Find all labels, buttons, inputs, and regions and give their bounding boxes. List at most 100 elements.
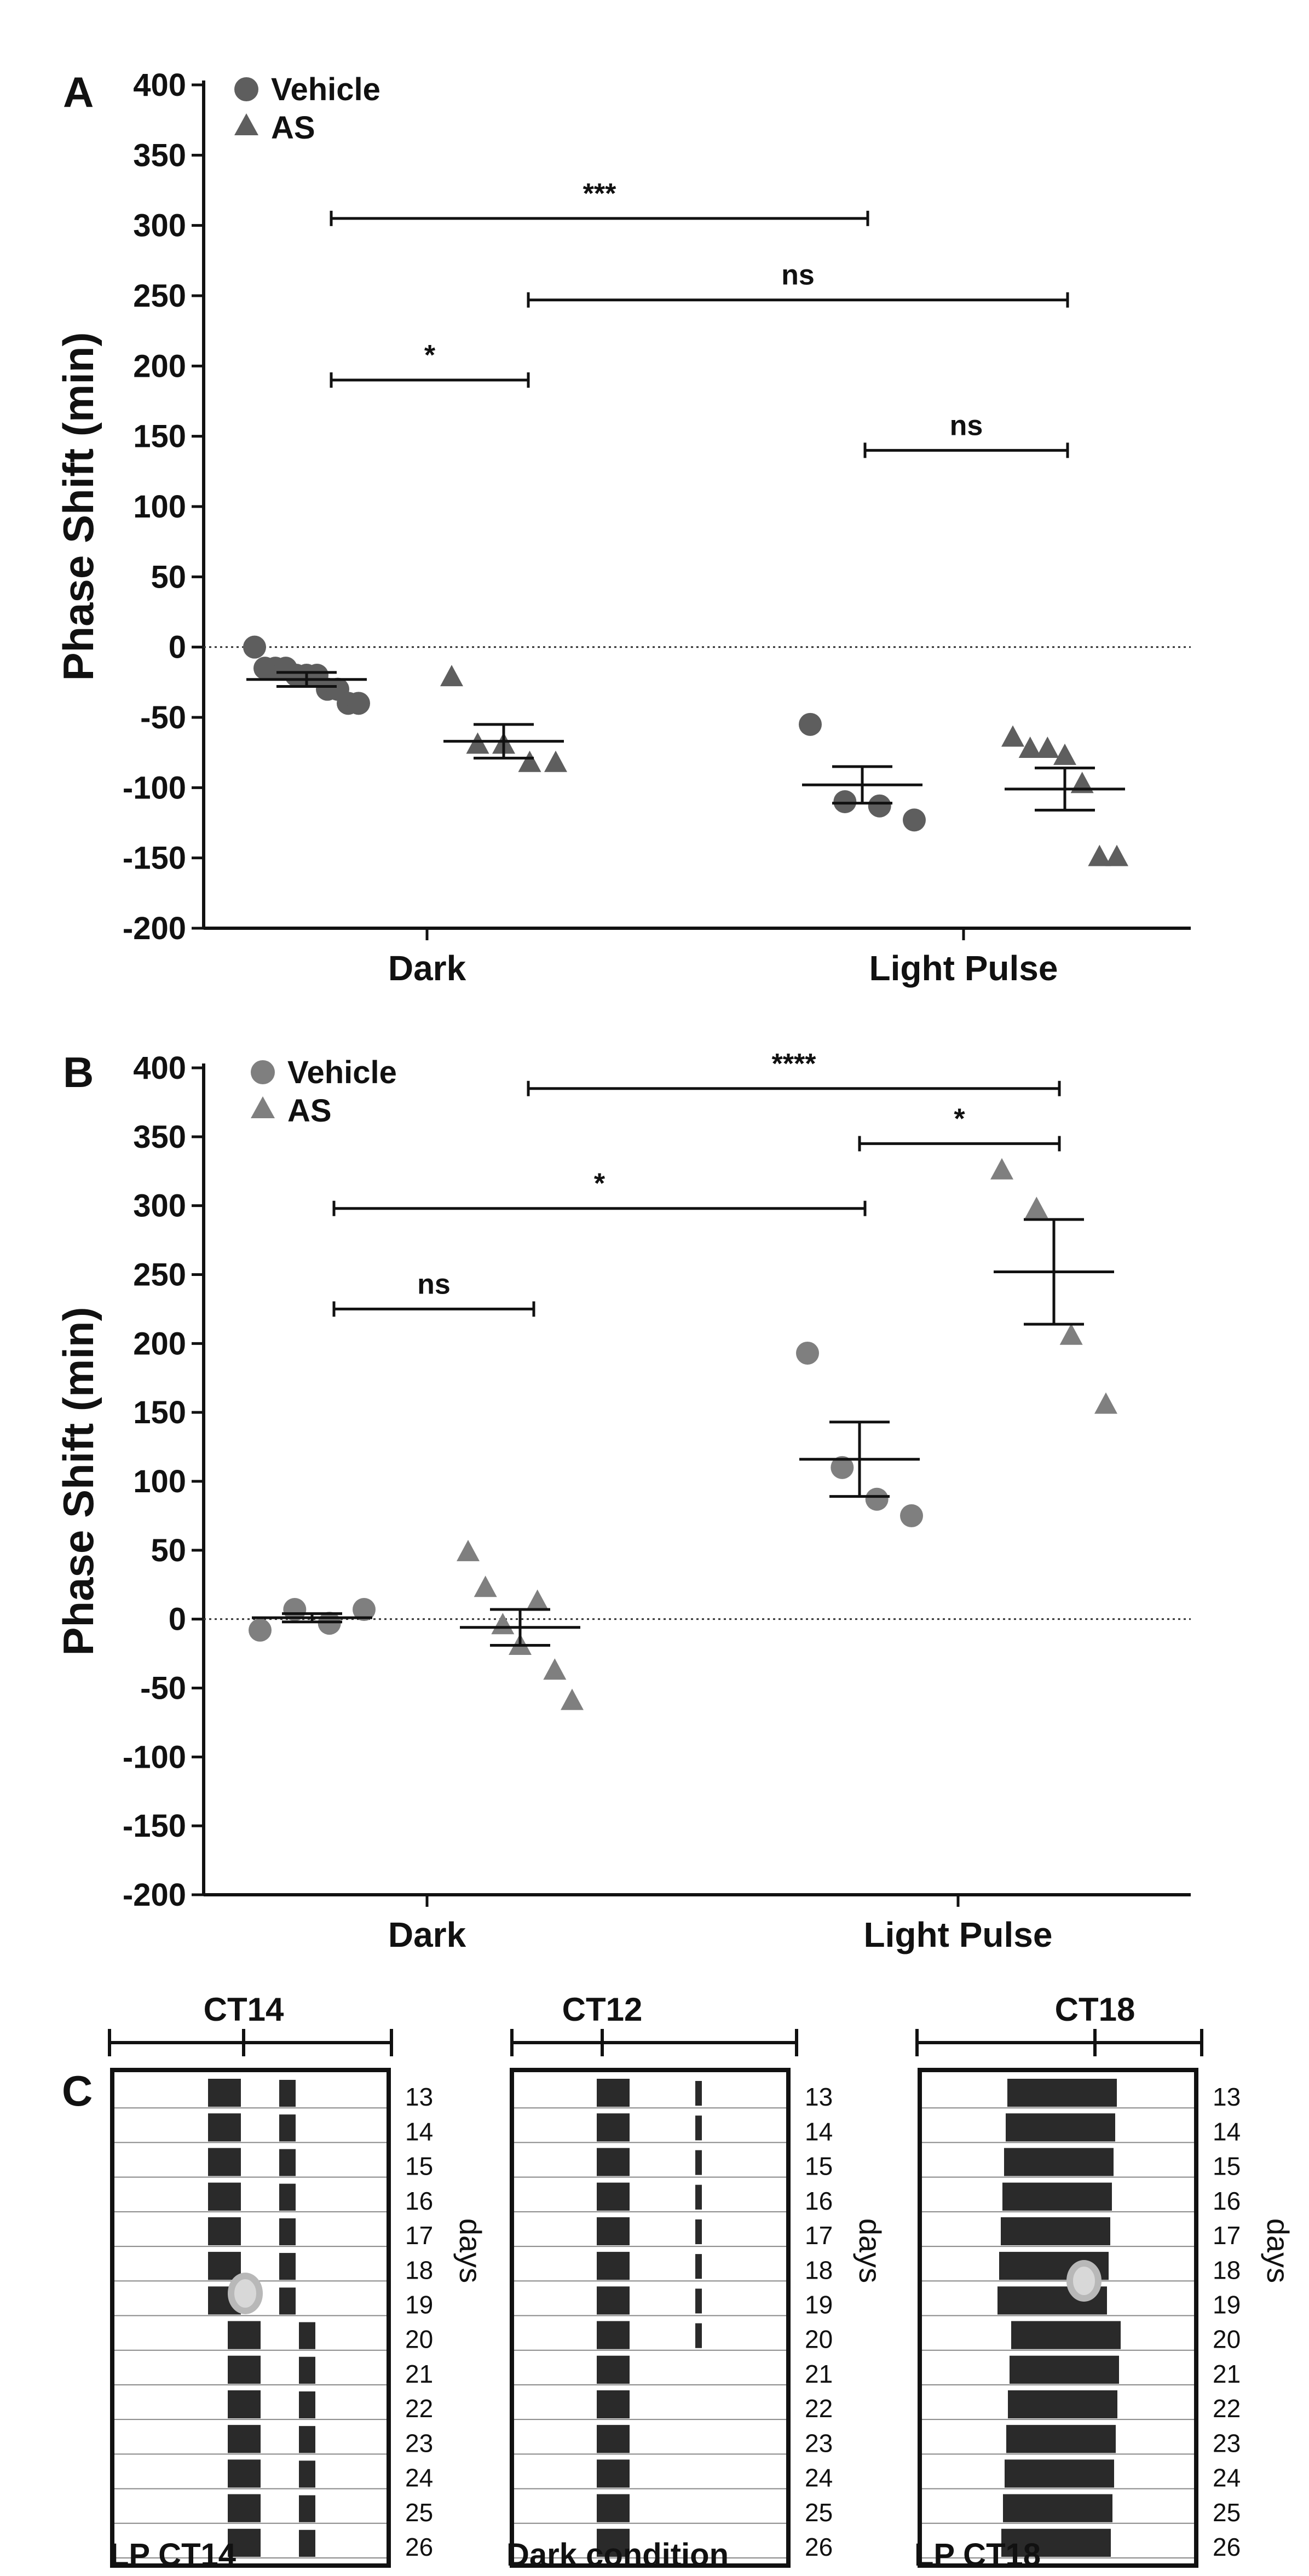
activity-block — [597, 2321, 630, 2349]
y-tick-label: 0 — [169, 630, 186, 665]
day-label: 23 — [805, 2429, 833, 2457]
legend-vehicle-label: Vehicle — [271, 72, 380, 107]
day-label: 23 — [405, 2429, 433, 2457]
data-point-as — [440, 665, 463, 687]
y-tick-label: -100 — [123, 770, 186, 806]
y-tick-label: 100 — [133, 489, 186, 525]
data-point-vehicle — [318, 1612, 341, 1635]
activity-block — [228, 2355, 261, 2384]
activity-block — [208, 2148, 241, 2176]
data-point-as — [990, 1158, 1013, 1180]
significance-label: * — [424, 340, 436, 371]
activity-block — [597, 2494, 630, 2522]
data-point-as — [1018, 737, 1042, 758]
activity-block — [279, 2149, 296, 2176]
x-category-label: Light Pulse — [869, 948, 1058, 988]
x-category-label: Dark — [388, 948, 466, 988]
activity-block — [695, 2219, 702, 2245]
activity-block — [208, 2217, 241, 2246]
data-point-vehicle — [903, 808, 926, 832]
significance-label: *** — [583, 178, 616, 210]
day-label: 13 — [805, 2083, 833, 2111]
day-label: 14 — [405, 2117, 433, 2146]
activity-block — [208, 2252, 241, 2280]
y-tick-label: 150 — [133, 1395, 186, 1430]
activity-block — [597, 2528, 630, 2557]
actogram-caption: Dark condition — [506, 2537, 729, 2573]
legend-as-marker — [234, 113, 258, 135]
y-tick-label: 350 — [133, 137, 186, 173]
activity-block — [228, 2390, 261, 2419]
day-label: 20 — [805, 2325, 833, 2354]
activity-block — [208, 2182, 241, 2211]
y-tick-label: -200 — [123, 911, 186, 946]
activity-block — [1007, 2079, 1117, 2107]
significance-label: ns — [781, 260, 815, 291]
panel-letter-C: C — [62, 2067, 93, 2115]
significance-label: * — [594, 1168, 606, 1200]
day-label: 24 — [1213, 2464, 1241, 2492]
data-point-as — [543, 1658, 567, 1680]
activity-block — [695, 2115, 702, 2141]
data-point-as — [544, 750, 567, 772]
day-label: 15 — [805, 2152, 833, 2181]
data-point-as — [1036, 737, 1059, 758]
day-label: 18 — [405, 2256, 433, 2284]
activity-block — [597, 2079, 630, 2107]
y-tick-label: -150 — [123, 1808, 186, 1844]
actogram-caption: LP CT18 — [914, 2537, 1041, 2573]
day-label: 21 — [1213, 2360, 1241, 2388]
day-label: 20 — [405, 2325, 433, 2354]
activity-block — [279, 2114, 296, 2142]
y-tick-label: 0 — [169, 1602, 186, 1637]
activity-block — [597, 2113, 630, 2142]
day-label: 17 — [805, 2221, 833, 2250]
day-label: 23 — [1213, 2429, 1241, 2457]
y-axis-label: Phase Shift (min) — [54, 1307, 102, 1655]
activity-block — [1001, 2528, 1111, 2557]
activity-block — [695, 2254, 702, 2279]
day-label: 19 — [805, 2291, 833, 2319]
actogram-caption: LP CT14 — [109, 2537, 236, 2573]
data-point-vehicle — [799, 712, 822, 736]
y-axis-label: Phase Shift (min) — [54, 332, 102, 681]
y-tick-label: 250 — [133, 1257, 186, 1293]
day-label: 18 — [1213, 2256, 1241, 2284]
activity-block — [228, 2528, 261, 2557]
light-pulse-marker — [1066, 2260, 1102, 2302]
activity-block — [299, 2495, 315, 2522]
significance-label: ns — [417, 1268, 451, 1300]
activity-block — [1011, 2321, 1121, 2349]
day-label: 22 — [805, 2394, 833, 2423]
legend-vehicle-marker — [251, 1060, 275, 1084]
activity-block — [597, 2217, 630, 2246]
activity-block — [208, 2113, 241, 2142]
ct-label: CT12 — [562, 1991, 643, 2028]
activity-block — [228, 2425, 261, 2453]
days-axis-label: days — [453, 2218, 488, 2283]
legend-vehicle-marker — [234, 77, 258, 101]
day-label: 18 — [805, 2256, 833, 2284]
data-point-as — [457, 1539, 480, 1561]
y-tick-label: 50 — [151, 559, 186, 595]
data-point-as — [1059, 1323, 1083, 1345]
significance-label: **** — [772, 1048, 817, 1080]
y-tick-label: -200 — [123, 1877, 186, 1913]
activity-block — [1008, 2390, 1117, 2419]
y-tick-label: -150 — [123, 841, 186, 876]
y-tick-label: -50 — [140, 700, 186, 735]
data-point-vehicle — [831, 1456, 854, 1479]
activity-block — [1002, 2182, 1112, 2211]
activity-block — [1006, 2113, 1115, 2142]
y-tick-label: 300 — [133, 1188, 186, 1224]
activity-block — [695, 2288, 702, 2314]
data-point-as — [518, 750, 541, 772]
y-tick-label: 400 — [133, 1050, 186, 1086]
activity-block — [695, 2150, 702, 2175]
day-label: 21 — [805, 2360, 833, 2388]
data-point-vehicle — [868, 794, 891, 818]
activity-block — [279, 2080, 296, 2107]
data-point-as — [561, 1688, 584, 1710]
days-axis-label: days — [853, 2218, 887, 2283]
